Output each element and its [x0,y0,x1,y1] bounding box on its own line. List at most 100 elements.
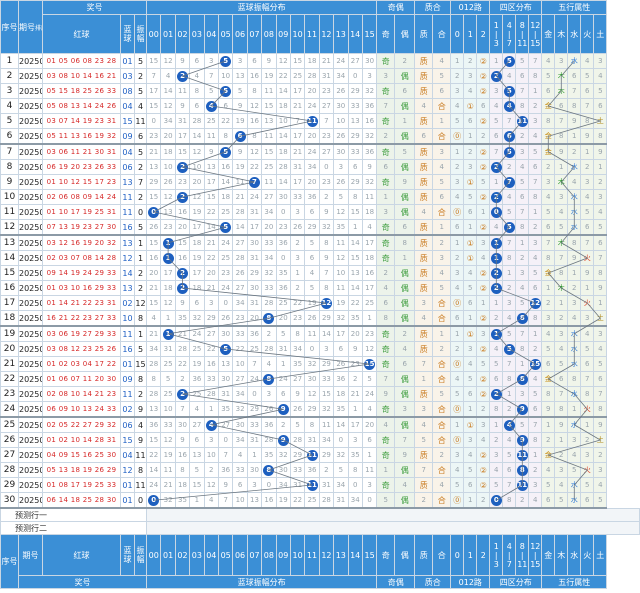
row-issue: 2025038 [18,159,43,175]
dist-cell: 11 [304,325,320,342]
route-cell: 4 [463,265,478,281]
even-cell: 偶 [394,189,416,205]
odd-cell: 8 [376,310,396,327]
wuxing-footer: 五行属性 [541,575,608,589]
zone-label: 11 [517,559,528,569]
wuxing-cell-shui: 水 [567,386,582,402]
zone-ball: 9 [516,434,528,446]
dist-cell: 23 [318,128,335,145]
zone-cell: 4 [515,159,530,175]
wuxing-cell-mu: 3 [554,325,569,342]
dist-cell: 10 [333,113,349,129]
amplitude-ball: 2 [177,70,188,82]
wuxing-cell-jin: 8 [541,386,556,402]
even-cell: 偶 [394,128,416,145]
wuxing-cell-mu: 木 [554,174,569,190]
predict-cells[interactable] [146,521,640,535]
even-cell: 2 [394,325,416,342]
dist-cell: 16 [174,447,191,463]
zone-cell: 7 [515,204,530,220]
dist-cell: 7 [217,492,234,509]
dist-cell: 13 [203,159,219,175]
wuxing-cell-jin: 5 [541,204,556,220]
dist-cell: 10 [160,401,176,418]
composite-cell: 3 [432,143,452,160]
predict-label[interactable]: 预测行二 [0,521,148,535]
zone-cell: 1 [515,356,530,372]
predict-row[interactable]: 预测行二 [0,521,640,535]
dist-cell: 17 [333,325,349,342]
dist-cell: 17 [174,128,191,145]
primality-mark: 质 [419,177,428,187]
zone-ball: 11 [516,479,528,491]
wuxing-cell-jin: 金 [541,447,556,463]
wuxing-cell-tu: 5 [593,219,608,236]
dist-cell: 33 [246,416,263,433]
dist-cell: 34 [261,250,277,266]
parity-mark: 奇 [381,359,390,369]
row-seq: 14 [0,250,19,266]
issue-header[interactable]: 期号排序 [18,0,43,54]
parity-mark: 奇 [381,404,390,414]
dist-cell: 21 [289,98,306,114]
row-amplitude: 9 [133,401,148,418]
dist-cell: 8 [347,189,363,205]
composite-cell: 合 [432,204,452,220]
dist-cell: 4 [261,356,277,372]
dist-cell: 12 [189,189,205,205]
zone-cell: 8 [515,371,530,387]
route-mark: ① [466,420,474,430]
dist-cell: 6 [246,53,263,69]
dist-cell: 15 [261,98,277,114]
route-cell: 4 [463,447,478,463]
wuxing-cell-huo: 5 [580,204,595,220]
predict-label[interactable]: 预测行一 [0,507,148,522]
row-red-balls: 03 08 12 23 25 26 [42,341,121,357]
dist-cell: 8 [246,83,263,99]
dist-cell: 9 [217,477,234,493]
row-amplitude: 2 [133,280,148,296]
zone-label: 4 [506,20,512,30]
even-cell: 6 [394,356,416,372]
even-cell: 偶 [394,386,416,402]
primality-mark: 质 [419,480,428,490]
odd-cell: 2 [376,265,396,281]
footer-zone-col-3: 8 | 11 [515,534,530,576]
dist-cell: 19 [232,113,248,129]
predict-cells[interactable] [146,507,640,522]
zone-cell: 6 [489,371,504,387]
wuxing-mark: 水 [570,163,578,171]
wuxing-cell-mu: 8 [554,401,569,418]
row-issue: 2025045 [18,265,43,281]
table-row: 5202503503 07 14 19 23 31151103431282522… [0,113,640,129]
dist-cell: 15 [347,204,363,220]
route-mark: ① [466,238,474,248]
zone-cell: 2 [489,386,504,402]
primality-mark: 质 [419,283,428,293]
zone-cell: 5 [502,447,517,463]
amplitude-ball: 0 [148,206,160,218]
dist-cell: 0 [146,492,162,509]
dist-cell: 9 [203,143,219,160]
row-amplitude: 5 [133,83,148,99]
dist-cell: 2 [174,189,191,205]
route-cell: ⓪ [450,432,465,448]
dist-cell: 25 [189,341,205,357]
dist-cell: 27 [347,53,363,69]
dist-cell: 15 [261,143,277,160]
dist-cell: 4 [146,310,162,327]
route-cell: 2 [463,53,478,69]
primality-mark: 质 [419,238,428,248]
zone-cell: 8 [515,98,530,114]
wuxing-cell-mu: 7 [554,113,569,129]
even-cell: 7 [394,432,416,448]
even-cell: 6 [394,219,416,236]
dist-cell: 28 [318,492,335,509]
zone-label: 15 [530,559,541,569]
parity-mark: 偶 [400,465,409,475]
zone-cell: 6 [515,68,530,84]
predict-row[interactable]: 预测行一 [0,507,640,522]
zone-cell: 2 [489,189,504,205]
dist-cell: 21 [347,386,363,402]
dist-cell: 35 [333,401,349,418]
